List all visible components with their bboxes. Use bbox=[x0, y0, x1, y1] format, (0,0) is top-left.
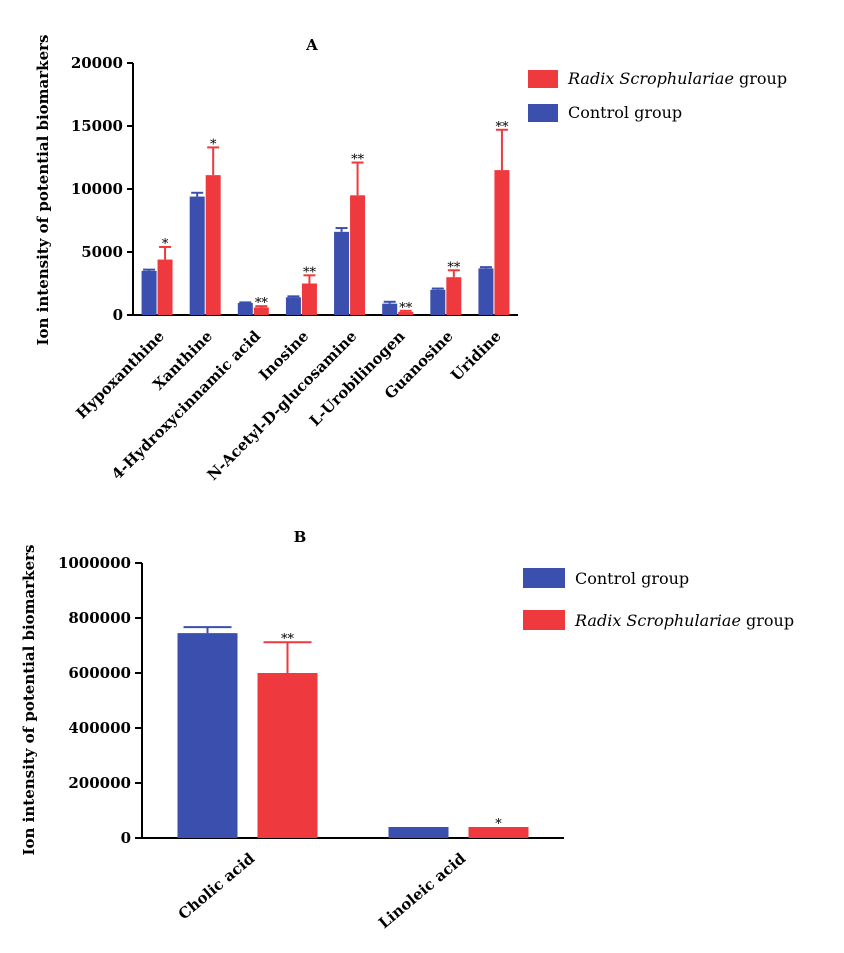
chart-a-bars: ************** bbox=[141, 120, 510, 316]
significance-label: ** bbox=[303, 265, 317, 280]
bar bbox=[388, 827, 449, 838]
significance-label: ** bbox=[495, 120, 509, 135]
y-tick-label: 15000 bbox=[71, 117, 123, 135]
bar bbox=[157, 259, 173, 315]
significance-label: ** bbox=[281, 632, 295, 647]
chart-a-legend: Radix Scrophulariae group Control group bbox=[528, 69, 787, 122]
y-tick-label: 10000 bbox=[71, 180, 123, 198]
bar bbox=[468, 827, 529, 838]
chart-a: A Ion intensity of potential biomarkers … bbox=[34, 35, 787, 484]
legend-swatch bbox=[528, 70, 558, 88]
x-tick-label: Linoleic acid bbox=[375, 849, 469, 932]
chart-a-title: A bbox=[305, 36, 318, 54]
bar bbox=[205, 175, 221, 315]
chart-a-y-axis-label: Ion intensity of potential biomarkers bbox=[34, 35, 52, 346]
chart-b-y-axis-label: Ion intensity of potential biomarkers bbox=[20, 545, 38, 856]
chart-b: B Ion intensity of potential biomarkers … bbox=[20, 528, 794, 932]
legend-label: Radix Scrophulariae group bbox=[567, 69, 787, 88]
bar bbox=[382, 303, 398, 315]
chart-b-y-ticks: 0 200000 400000 600000 800000 1000000 bbox=[58, 554, 142, 847]
significance-label: * bbox=[210, 137, 217, 152]
y-tick-label: 800000 bbox=[68, 609, 131, 627]
significance-label: ** bbox=[447, 260, 461, 275]
significance-label: ** bbox=[255, 296, 269, 311]
legend-label-text: group bbox=[741, 611, 794, 630]
y-tick-label: 0 bbox=[113, 306, 123, 324]
bar bbox=[301, 283, 317, 315]
bar bbox=[350, 195, 366, 315]
y-tick-label: 200000 bbox=[68, 774, 131, 792]
bar bbox=[478, 268, 494, 315]
y-tick-label: 0 bbox=[121, 829, 131, 847]
chart-b-bars: *** bbox=[177, 626, 529, 838]
legend-swatch bbox=[528, 104, 558, 122]
bar bbox=[494, 170, 510, 315]
legend-label: Control group bbox=[568, 103, 682, 122]
y-tick-label: 20000 bbox=[71, 54, 123, 72]
legend-label-text: group bbox=[734, 69, 787, 88]
bar bbox=[398, 311, 414, 315]
x-tick-label: Uridine bbox=[447, 327, 505, 385]
x-tick-label: Cholic acid bbox=[175, 849, 259, 923]
bar bbox=[177, 633, 238, 838]
legend-swatch bbox=[523, 568, 565, 588]
legend-label-text: Control group bbox=[575, 569, 689, 588]
chart-b-title: B bbox=[294, 528, 307, 546]
bar bbox=[141, 270, 157, 315]
y-tick-label: 600000 bbox=[68, 664, 131, 682]
y-tick-label: 400000 bbox=[68, 719, 131, 737]
chart-a-y-ticks: 0 5000 10000 15000 20000 bbox=[71, 54, 133, 324]
bar bbox=[237, 303, 253, 315]
significance-label: ** bbox=[399, 301, 413, 316]
bar bbox=[257, 673, 318, 838]
legend-swatch bbox=[523, 610, 565, 630]
y-tick-label: 5000 bbox=[81, 243, 123, 261]
y-tick-label: 1000000 bbox=[58, 554, 131, 572]
bar bbox=[334, 231, 350, 315]
legend-label: Control group bbox=[575, 569, 689, 588]
chart-b-legend: Control group Radix Scrophulariae group bbox=[523, 568, 794, 630]
bar bbox=[430, 289, 446, 315]
bar bbox=[446, 277, 462, 315]
significance-label: ** bbox=[351, 153, 365, 168]
bar bbox=[253, 307, 269, 315]
significance-label: * bbox=[495, 817, 502, 832]
significance-label: * bbox=[162, 237, 169, 252]
bar bbox=[285, 297, 301, 315]
x-tick-label: Hypoxanthine bbox=[72, 327, 167, 422]
chart-b-x-labels: Cholic acid Linoleic acid bbox=[175, 849, 470, 932]
legend-label-text: Control group bbox=[568, 103, 682, 122]
legend-label-italic: Radix Scrophulariae bbox=[567, 69, 734, 88]
bar bbox=[189, 196, 205, 315]
legend-label-italic: Radix Scrophulariae bbox=[574, 611, 741, 630]
legend-label: Radix Scrophulariae group bbox=[574, 611, 794, 630]
